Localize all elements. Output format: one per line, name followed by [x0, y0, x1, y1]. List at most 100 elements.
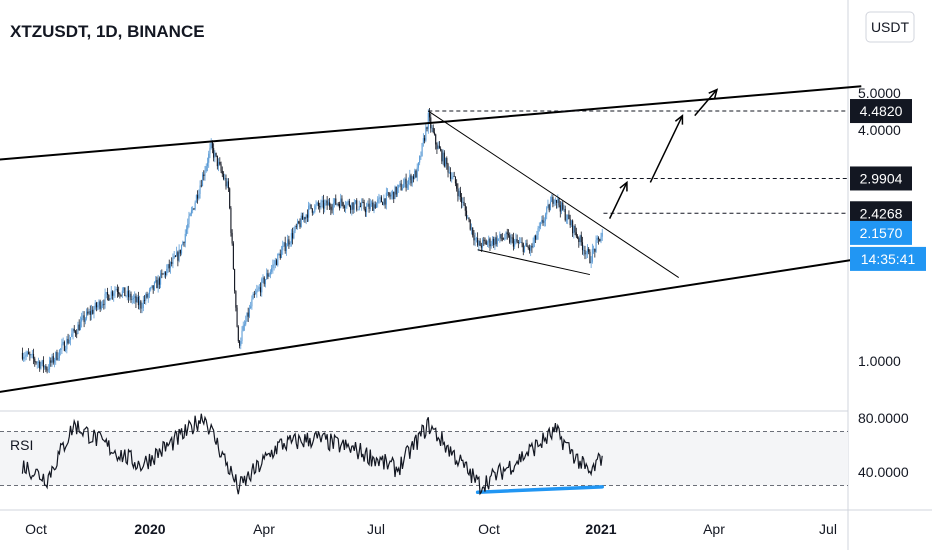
candle-body	[156, 280, 158, 289]
candle-body	[488, 238, 490, 243]
candle-body	[32, 353, 35, 359]
candle-body	[417, 162, 419, 168]
time-tick-label: Apr	[253, 521, 275, 537]
candle-body	[107, 292, 109, 296]
candle-body	[556, 199, 558, 203]
candle-body	[367, 203, 369, 207]
candle-body	[577, 236, 579, 239]
candle-body	[491, 239, 493, 245]
candle-body	[114, 290, 116, 294]
candle-body	[176, 252, 178, 257]
candle-body	[325, 200, 327, 203]
candle-body	[305, 214, 307, 220]
candle-body	[44, 366, 46, 368]
candle-body	[231, 232, 233, 244]
candle-body	[588, 248, 590, 252]
candle-body	[210, 142, 212, 148]
candle-body	[583, 250, 585, 251]
candle-body	[30, 354, 32, 356]
chart-title: XTZUSDT, 1D, BINANCE	[10, 22, 205, 41]
candle-body	[62, 341, 64, 344]
candle-body	[273, 264, 275, 266]
candle-body	[163, 272, 165, 275]
candle-body	[124, 287, 126, 297]
candle-body	[221, 170, 223, 175]
candle-body	[237, 326, 239, 342]
candle-body	[560, 202, 563, 212]
candle-body	[150, 287, 152, 290]
candle-body	[391, 191, 394, 195]
candle-body	[410, 175, 412, 184]
candle-body	[55, 352, 57, 361]
candle-body	[141, 307, 143, 309]
candle-body	[348, 201, 350, 206]
candle-body	[589, 251, 591, 264]
candle-body	[301, 215, 304, 220]
channel-lower-line	[0, 257, 862, 393]
candle-body	[193, 208, 195, 210]
candle-body	[282, 245, 284, 251]
candle-body	[447, 164, 449, 173]
candle-body	[214, 152, 216, 158]
candle-body	[246, 312, 248, 322]
projection-arrow	[649, 115, 684, 183]
candle-body	[264, 279, 267, 285]
candle-body	[232, 243, 234, 270]
price-tick-label: 4.0000	[858, 122, 901, 138]
candle-body	[384, 198, 386, 205]
candle-body	[160, 273, 162, 285]
candle-body	[77, 324, 79, 334]
candle-body	[522, 243, 524, 252]
candle-body	[363, 202, 365, 210]
candle-body	[56, 352, 58, 360]
candle-body	[435, 134, 437, 145]
rsi-band-background	[0, 431, 848, 486]
candle-body	[145, 294, 147, 301]
candle-body	[591, 249, 593, 262]
candle-body	[510, 237, 512, 243]
candle-body	[343, 206, 345, 208]
currency-button[interactable]	[865, 11, 915, 43]
candle-body	[167, 264, 169, 269]
candle-body	[593, 249, 595, 250]
candle-body	[35, 361, 37, 364]
candle-body	[169, 262, 172, 269]
candle-body	[341, 198, 343, 203]
arrow-head	[708, 88, 719, 99]
candle-body	[296, 221, 299, 227]
projection-arrow	[608, 182, 628, 219]
candle-body	[369, 203, 371, 209]
candle-body	[309, 204, 311, 206]
candle-body	[204, 170, 206, 176]
candle-body	[92, 309, 94, 314]
candle-body	[414, 170, 416, 179]
candle-body	[388, 192, 390, 196]
price-tick-label: 5.0000	[858, 85, 901, 101]
candle-body	[441, 150, 443, 162]
rsi-tick-label: 40.0000	[858, 464, 909, 480]
candle-body	[157, 278, 159, 289]
candle-body	[424, 138, 426, 141]
candle-body	[84, 318, 86, 322]
candle-body	[240, 340, 242, 346]
candle-body	[331, 209, 333, 211]
candle-body	[262, 277, 264, 280]
candle-body	[271, 268, 273, 272]
candle-body	[558, 198, 560, 206]
candle-body	[479, 241, 481, 246]
candle-body	[164, 272, 167, 276]
candle-body	[152, 285, 154, 290]
time-tick-label: Jul	[819, 521, 837, 537]
candle-body	[161, 273, 163, 275]
candle-body	[121, 290, 123, 296]
candle-body	[404, 178, 406, 184]
candle-body	[47, 369, 49, 371]
candle-body	[304, 217, 306, 220]
descending-trendline	[428, 110, 679, 278]
candle-body	[63, 341, 65, 351]
candle-body	[500, 234, 502, 239]
candle-body	[480, 245, 482, 248]
candle-body	[100, 305, 102, 309]
candle-body	[431, 127, 433, 129]
